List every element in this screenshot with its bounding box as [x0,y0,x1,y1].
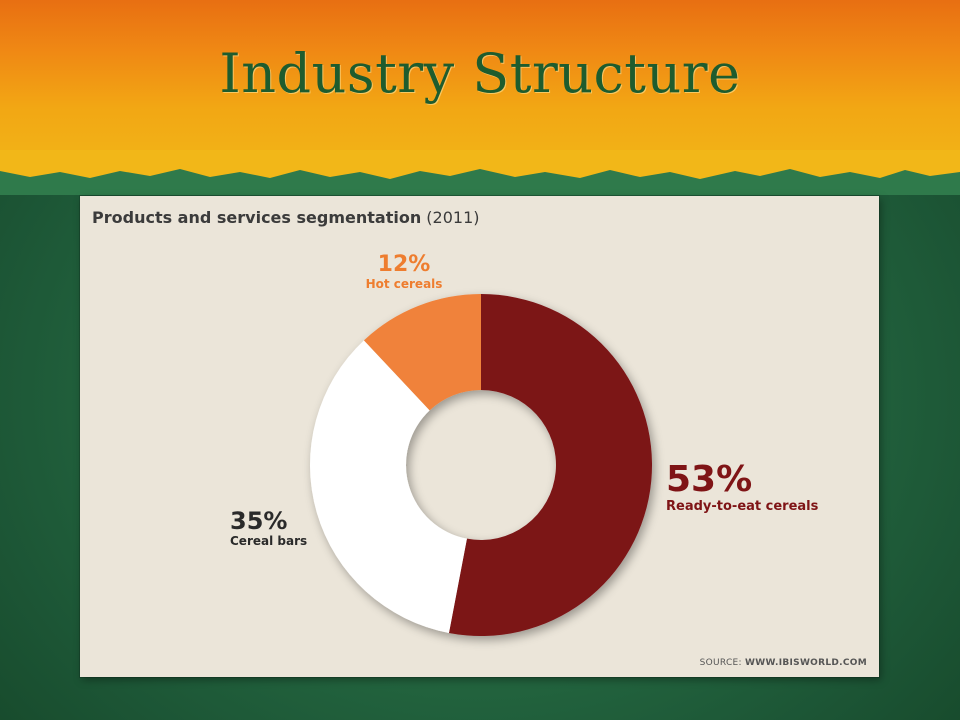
donut-slice-hot-cereals [363,294,481,411]
label-cereal-bars: 35% Cereal bars [230,509,370,547]
ready-to-eat-name: Ready-to-eat cereals [666,499,819,514]
chart-source: SOURCE: WWW.IBISWORLD.COM [700,658,867,668]
chart-title-text: Products and services segmentation [92,208,422,227]
chart-title: Products and services segmentation (2011… [92,208,480,227]
source-prefix: SOURCE: [699,658,742,668]
chart-title-year: (2011) [426,208,480,227]
donut-slices [310,294,652,636]
label-ready-to-eat: 53% Ready-to-eat cereals [666,459,866,514]
donut-slice-ready-to-eat-cereals [448,294,652,636]
donut-slice-cereal-bars [310,340,467,633]
source-site: WWW.IBISWORLD.COM [745,658,867,668]
donut-chart [310,294,652,636]
label-hot-cereals: 12% Hot cereals [344,252,464,291]
chart-panel: Products and services segmentation (2011… [80,196,879,677]
cereal-bars-value: 35% [230,507,288,535]
hot-cereals-value: 12% [377,252,431,277]
cereal-bars-name: Cereal bars [230,534,308,548]
torn-edge-decoration [0,150,960,195]
hot-cereals-name: Hot cereals [365,277,443,291]
ready-to-eat-value: 53% [666,459,753,500]
slide-title: Industry Structure [219,42,741,105]
